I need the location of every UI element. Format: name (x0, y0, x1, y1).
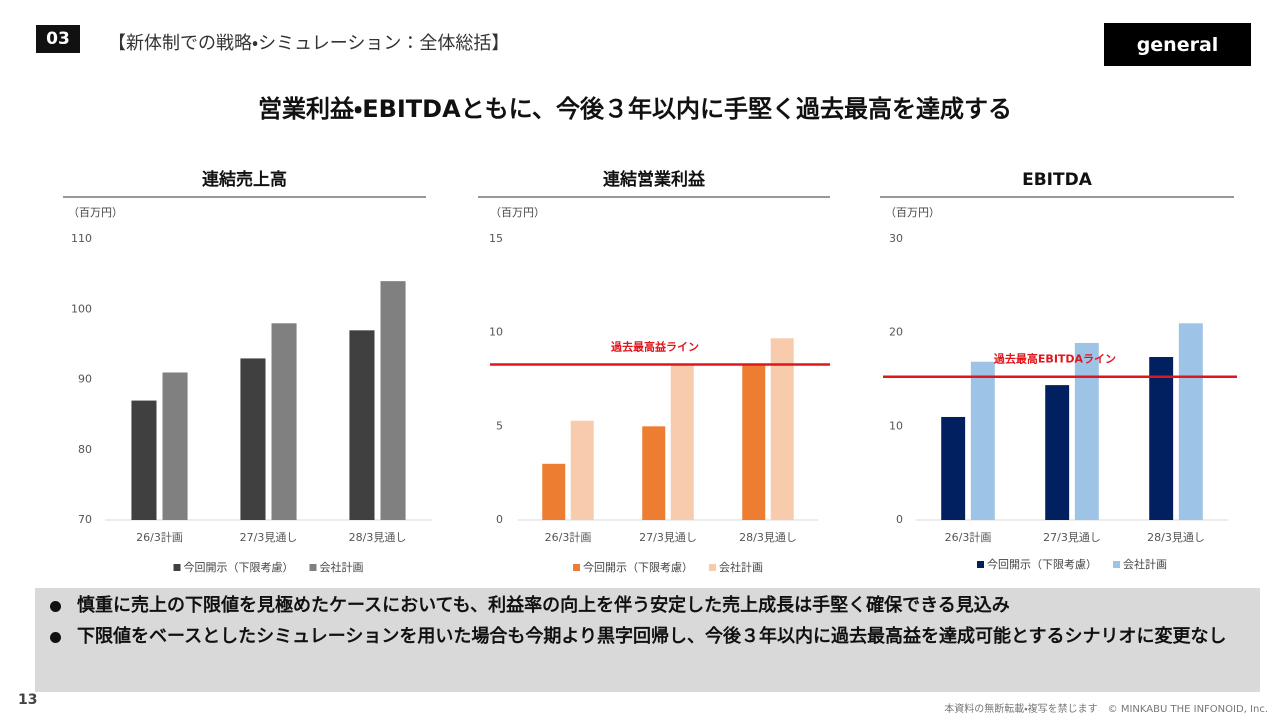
y-tick-label: 100 (71, 302, 92, 315)
chart-title: EBITDA (1022, 170, 1093, 190)
legend-label: 会社計画 (320, 560, 364, 574)
badge: general (1136, 33, 1219, 56)
section-title: 【新体制での戦略・シミュレーション：全体総括】 (108, 33, 510, 54)
bar (349, 330, 375, 520)
legend: 今回開示（下限考慮） 会社計画 (173, 560, 364, 574)
bullet-list: 慎重に売上の下限値を見極めたケースにおいても、利益率の向上を伴う安定した売上成長… (47, 594, 1250, 649)
bar (271, 323, 297, 520)
x-tick-label: 28/3見通し (1147, 531, 1205, 544)
legend-label: 今回開示（下限考慮） (987, 557, 1097, 571)
bar (131, 400, 157, 520)
x-tick-label: 27/3見通し (240, 531, 298, 544)
legend: 今回開示（下限考慮） 会社計画 (977, 557, 1167, 571)
y-tick-label: 80 (78, 443, 92, 456)
footer: 本資料の無断転載・複写を禁じます © MINKABU THE INFONOID,… (944, 704, 1268, 715)
x-tick-label: 26/3計画 (136, 530, 183, 544)
bar (742, 364, 766, 520)
legend-label: 今回開示（下限考慮） (583, 560, 693, 574)
chart-title: 連結営業利益 (603, 169, 706, 190)
slide-number-box: 03 (36, 25, 80, 53)
unit-label: （百万円） (490, 206, 545, 219)
x-tick-label: 28/3見通し (739, 531, 797, 544)
bar (670, 364, 694, 520)
bar (1149, 357, 1174, 520)
legend-swatch (573, 564, 580, 571)
x-tick-label: 27/3見通し (639, 531, 697, 544)
y-tick-label: 20 (889, 326, 903, 339)
x-tick-label: 26/3計画 (945, 530, 992, 544)
y-tick-label: 0 (496, 513, 503, 526)
legend-label: 会社計画 (719, 560, 763, 574)
bar (642, 426, 666, 520)
y-tick-label: 5 (496, 419, 503, 432)
y-tick-label: 90 (78, 373, 92, 386)
y-tick-label: 0 (896, 513, 903, 526)
bar (770, 338, 794, 520)
y-tick-label: 70 (78, 513, 92, 526)
y-tick-label: 15 (489, 232, 503, 245)
legend-swatch (173, 564, 181, 571)
y-tick-label: 110 (71, 232, 92, 245)
bar (570, 420, 594, 520)
legend-swatch (709, 564, 716, 571)
y-tick-label: 10 (489, 326, 503, 339)
bar (941, 416, 966, 520)
unit-label: （百万円） (885, 206, 940, 219)
bar (1074, 342, 1099, 520)
badge-box: general (1104, 23, 1251, 66)
bar (162, 372, 188, 520)
legend-swatch (309, 564, 317, 571)
x-tick-label: 28/3見通し (349, 531, 407, 544)
y-tick-label: 30 (889, 232, 903, 245)
bullet: 下限値をベースとしたシミュレーションを用いた場合も今期より黒字回帰し、今後３年以… (47, 625, 1250, 649)
chart-title: 連結売上高 (202, 169, 287, 190)
page-number: 13 (18, 692, 38, 708)
bar (970, 361, 995, 520)
unit-label: （百万円） (68, 206, 123, 219)
slide-number: 03 (46, 29, 70, 49)
bullet-box: 慎重に売上の下限値を見極めたケースにおいても、利益率の向上を伴う安定した売上成長… (35, 588, 1260, 692)
bar (240, 358, 266, 520)
legend-swatch (977, 561, 984, 568)
bar (1178, 323, 1203, 520)
bar (1045, 385, 1070, 520)
y-tick-label: 10 (889, 419, 903, 432)
reference-label: 過去最高EBITDAライン (994, 352, 1116, 366)
x-tick-label: 26/3計画 (545, 530, 592, 544)
legend-label: 今回開示（下限考慮） (184, 560, 294, 574)
x-tick-label: 27/3見通し (1043, 531, 1101, 544)
headline: 営業利益・EBITDAともに、今後３年以内に手堅く過去最高を達成する (258, 95, 1012, 123)
bar (380, 281, 406, 520)
legend-label: 会社計画 (1123, 557, 1167, 571)
legend: 今回開示（下限考慮） 会社計画 (573, 560, 763, 574)
reference-label: 過去最高益ライン (611, 340, 699, 354)
bullet: 慎重に売上の下限値を見極めたケースにおいても、利益率の向上を伴う安定した売上成長… (47, 594, 1250, 618)
legend-swatch (1113, 561, 1120, 568)
bar (542, 463, 566, 520)
